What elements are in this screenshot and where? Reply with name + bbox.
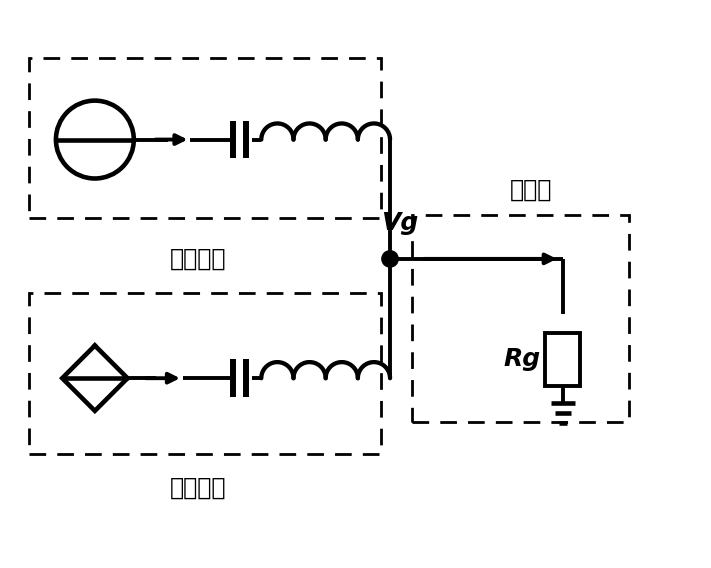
Bar [29,294,380,454]
Circle shape [382,250,398,267]
Text: 换流站侧: 换流站侧 [170,247,227,271]
Bar [29,58,380,218]
Text: 故障点: 故障点 [510,178,552,202]
Text: Rg: Rg [503,348,540,371]
Bar [545,333,580,386]
Text: 风电场侧: 风电场侧 [170,476,227,500]
Text: Vg: Vg [380,211,418,235]
Bar [412,215,629,422]
